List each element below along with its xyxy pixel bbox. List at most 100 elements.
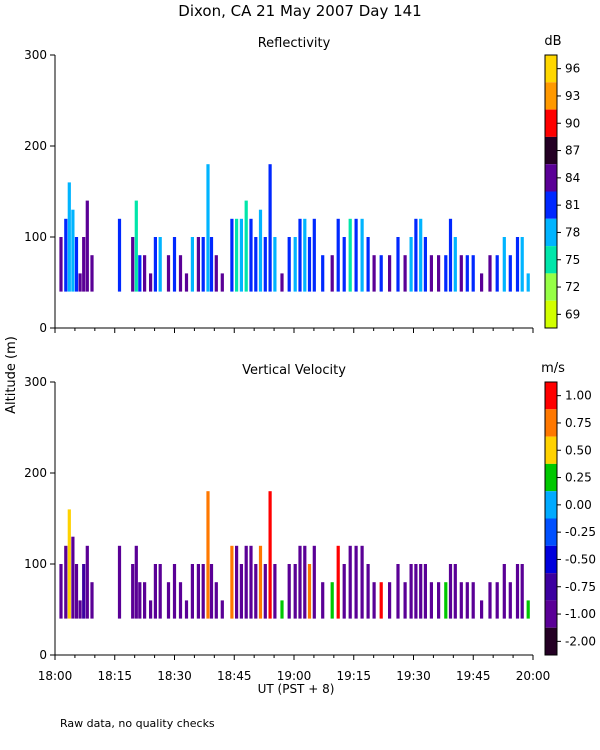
vertical-velocity-column-25 (209, 564, 214, 619)
vertical-velocity-column-73 (502, 564, 506, 619)
reflectivity-column-15 (153, 237, 157, 292)
vertical-velocity-column-66 (453, 564, 457, 619)
x-tick-label-8: 20:00 (516, 669, 551, 683)
reflectivity-column-19 (178, 255, 183, 292)
reflectivity-column-14 (149, 273, 153, 292)
vertical-velocity-column-68 (465, 582, 469, 619)
vertical-velocity-colorbar-swatch-6 (545, 545, 557, 574)
reflectivity-column-3 (71, 209, 75, 292)
reflectivity-panel: Reflectivity dB 0 100 200 300 96 93 90 87 84 81 78… (24, 34, 580, 335)
y-axis-label: Altitude (m) (4, 336, 19, 414)
vertical-velocity-y-tick-label-100: 100 (24, 557, 47, 571)
vertical-velocity-column-12 (138, 582, 142, 619)
vertical-velocity-colorbar-label-4: 0.00 (565, 498, 592, 512)
vertical-velocity-column-42 (303, 545, 307, 619)
reflectivity-column-53 (372, 255, 376, 292)
reflectivity-column-68 (465, 255, 469, 292)
reflectivity-column-12 (138, 255, 142, 292)
reflectivity-column-66 (453, 237, 457, 292)
vertical-velocity-colorbar-label-7: -0.75 (565, 580, 596, 594)
reflectivity-column-43 (307, 237, 312, 292)
vertical-velocity-column-51 (360, 545, 364, 619)
vertical-velocity-column-71 (488, 582, 492, 619)
vertical-velocity-column-43 (307, 564, 312, 619)
reflectivity-column-9 (117, 218, 122, 292)
reflectivity-column-64 (444, 255, 448, 292)
reflectivity-colorbar-label-7: 75 (565, 253, 580, 267)
reflectivity-column-16 (158, 237, 162, 292)
vertical-velocity-column-35 (263, 564, 267, 619)
vertical-velocity-column-50 (354, 545, 358, 619)
reflectivity-column-33 (254, 237, 258, 292)
reflectivity-colorbar-swatch-2 (545, 109, 557, 137)
reflectivity-colorbar-swatch-8 (545, 273, 557, 301)
reflectivity-y-tick-label-0: 0 (39, 321, 47, 335)
vertical-velocity-column-23 (201, 564, 205, 619)
vertical-velocity-column-22 (196, 564, 200, 619)
reflectivity-column-77 (526, 273, 530, 292)
vertical-velocity-y-tick-label-0: 0 (39, 648, 47, 662)
vertical-velocity-column-13 (143, 582, 147, 619)
reflectivity-column-71 (488, 255, 492, 292)
vertical-velocity-column-52 (366, 564, 370, 619)
reflectivity-column-34 (258, 209, 263, 292)
reflectivity-colorbar-label-1: 93 (565, 89, 580, 103)
vertical-velocity-column-74 (508, 582, 512, 619)
vertical-velocity-column-67 (459, 582, 463, 619)
vertical-velocity-colorbar-label-3: 0.25 (565, 471, 592, 485)
reflectivity-column-62 (429, 255, 433, 292)
reflectivity-column-40 (293, 237, 297, 292)
vertical-velocity-colorbar-label-1: 0.75 (565, 416, 592, 430)
vertical-velocity-column-16 (158, 564, 162, 619)
reflectivity-colorbar-unit: dB (544, 34, 561, 49)
vertical-velocity-colorbar-unit: m/s (541, 361, 565, 376)
vertical-velocity-column-39 (287, 564, 291, 619)
reflectivity-column-0 (59, 237, 63, 292)
reflectivity-column-45 (321, 255, 325, 292)
reflectivity-column-38 (280, 273, 284, 292)
figure-title: Dixon, CA 21 May 2007 Day 141 (178, 2, 421, 20)
reflectivity-colorbar-swatch-9 (545, 300, 557, 328)
reflectivity-column-6 (82, 237, 86, 292)
vertical-velocity-colorbar-label-0: 1.00 (565, 389, 592, 403)
reflectivity-column-23 (201, 237, 205, 292)
reflectivity-column-63 (437, 255, 441, 292)
vertical-velocity-column-29 (235, 545, 239, 619)
reflectivity-colorbar-swatch-7 (545, 246, 557, 274)
vertical-velocity-column-57 (403, 582, 407, 619)
reflectivity-colorbar-swatch-6 (545, 218, 557, 247)
reflectivity-column-2 (67, 182, 71, 292)
vertical-velocity-colorbar-label-6: -0.50 (565, 552, 596, 566)
reflectivity-column-57 (403, 255, 407, 292)
reflectivity-colorbar-frame (544, 54, 558, 329)
vertical-velocity-colorbar-swatch-4 (545, 491, 557, 519)
vertical-velocity-column-1 (64, 545, 68, 619)
vertical-velocity-column-59 (414, 564, 418, 619)
x-tick-label-5: 19:15 (336, 669, 371, 683)
reflectivity-colorbar-swatch-4 (545, 164, 557, 192)
reflectivity-colorbar-label-4: 84 (565, 171, 580, 185)
reflectivity-column-42 (303, 218, 307, 292)
reflectivity-column-35 (263, 237, 267, 292)
vertical-velocity-column-38 (280, 600, 284, 619)
vertical-velocity-colorbar-label-2: 0.50 (565, 443, 592, 457)
reflectivity-column-32 (249, 218, 253, 292)
vertical-velocity-column-62 (429, 582, 433, 619)
reflectivity-column-8 (90, 255, 94, 292)
vertical-velocity-colorbar-swatch-1 (545, 409, 557, 437)
x-tick-label-1: 18:15 (97, 669, 132, 683)
vertical-velocity-column-14 (149, 600, 153, 619)
reflectivity-column-11 (134, 200, 138, 292)
vertical-velocity-column-6 (82, 564, 86, 619)
vertical-velocity-column-2 (67, 509, 71, 619)
vertical-velocity-column-69 (471, 582, 475, 619)
vertical-velocity-column-58 (409, 564, 413, 619)
reflectivity-column-21 (190, 237, 194, 292)
vertical-velocity-column-61 (423, 564, 427, 619)
reflectivity-column-50 (354, 218, 358, 292)
vertical-velocity-column-31 (244, 545, 248, 619)
reflectivity-colorbar-label-6: 78 (565, 225, 580, 239)
vertical-velocity-column-32 (249, 545, 253, 619)
vertical-velocity-column-70 (480, 600, 484, 619)
